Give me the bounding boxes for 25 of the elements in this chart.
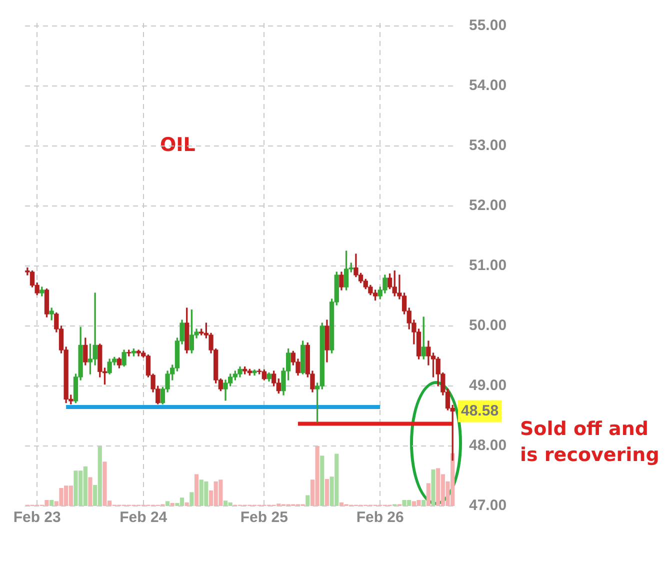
bar: [194, 474, 199, 506]
x-tick-label: Feb 23: [13, 509, 61, 526]
bar: [50, 500, 54, 506]
bar: [320, 456, 324, 506]
bar: [426, 483, 430, 506]
y-tick-label: 51.00: [469, 257, 507, 274]
text: Sold off and is recovering: [520, 417, 660, 468]
y-tick-label: 52.00: [469, 197, 507, 214]
y-tick-label: 50.00: [469, 317, 507, 334]
bar: [324, 479, 330, 506]
bar: [88, 477, 92, 506]
y-tick-label: 54.00: [469, 77, 507, 94]
y-tick-label: 48.00: [469, 437, 507, 454]
y-tick-label: 55.00: [469, 17, 507, 34]
x-tick-label: Feb 24: [120, 509, 168, 526]
x-tick-label: Feb 26: [356, 509, 404, 526]
bar: [190, 492, 194, 506]
bar: [431, 469, 436, 506]
annotation: 48.58: [461, 402, 499, 420]
y-tick-label: 49.00: [469, 377, 507, 394]
x-tick-label: Feb 25: [240, 509, 288, 526]
bar: [165, 501, 170, 506]
y-tick-label: 53.00: [469, 137, 507, 154]
y-tick-label: 47.00: [469, 497, 507, 514]
bar: [306, 495, 310, 506]
